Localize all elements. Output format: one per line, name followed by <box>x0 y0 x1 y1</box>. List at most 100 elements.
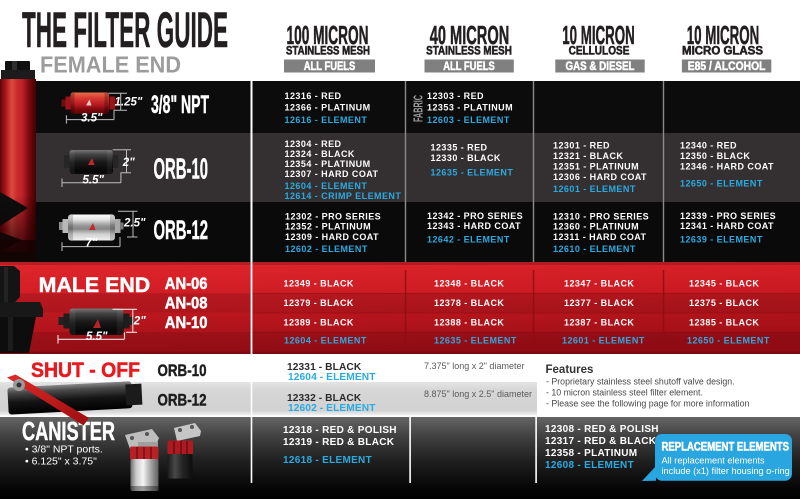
svg-text:FABRIC: FABRIC <box>411 95 426 122</box>
svg-text:3.5": 3.5" <box>81 113 103 125</box>
svg-text:AN-06: AN-06 <box>165 275 208 293</box>
svg-text:12302 - PRO SERIES: 12302 - PRO SERIES <box>285 212 381 222</box>
svg-text:12387 - BLACK: 12387 - BLACK <box>564 318 634 328</box>
svg-text:5.5": 5.5" <box>86 331 108 343</box>
svg-text:12303 - RED: 12303 - RED <box>427 91 484 101</box>
svg-text:AN-10: AN-10 <box>165 314 208 332</box>
svg-text:12332 - BLACK: 12332 - BLACK <box>287 393 362 404</box>
svg-text:12601 - ELEMENT: 12601 - ELEMENT <box>553 184 636 194</box>
svg-text:E85 / ALCOHOL: E85 / ALCOHOL <box>688 59 766 73</box>
svg-text:GAS & DIESEL: GAS & DIESEL <box>566 59 635 73</box>
svg-text:12350 - BLACK: 12350 - BLACK <box>680 151 750 161</box>
svg-text:MALE END: MALE END <box>39 274 151 297</box>
svg-text:Features: Features <box>546 364 594 376</box>
svg-text:12340 - RED: 12340 - RED <box>680 141 737 151</box>
svg-text:12308 - RED & POLISH: 12308 - RED & POLISH <box>545 424 659 435</box>
svg-text:12345 - BLACK: 12345 - BLACK <box>689 279 759 289</box>
svg-text:12352 - PLATINUM: 12352 - PLATINUM <box>285 222 371 232</box>
svg-text:ALL FUELS: ALL FUELS <box>443 59 495 73</box>
svg-text:3/8" NPT: 3/8" NPT <box>151 91 209 119</box>
svg-text:12601 - ELEMENT: 12601 - ELEMENT <box>562 336 645 346</box>
svg-text:12301 - RED: 12301 - RED <box>553 141 610 151</box>
svg-text:5.5": 5.5" <box>83 175 105 187</box>
svg-text:REPLACEMENT ELEMENTS: REPLACEMENT ELEMENTS <box>662 442 790 454</box>
svg-text:include (x1) filter housing o-: include (x1) filter housing o-ring <box>662 466 790 476</box>
svg-text:ORB-12: ORB-12 <box>154 215 209 245</box>
svg-text:12307 - HARD COAT: 12307 - HARD COAT <box>285 169 379 179</box>
svg-text:12358 - PLATINUM: 12358 - PLATINUM <box>545 448 637 459</box>
svg-text:12377 - BLACK: 12377 - BLACK <box>564 298 634 308</box>
svg-text:12604 - ELEMENT: 12604 - ELEMENT <box>284 336 367 346</box>
svg-text:12650 - ELEMENT: 12650 - ELEMENT <box>680 179 763 189</box>
svg-text:12618 - ELEMENT: 12618 - ELEMENT <box>283 455 372 466</box>
svg-text:12335 - RED: 12335 - RED <box>431 143 488 153</box>
svg-text:12353 - PLATINUM: 12353 - PLATINUM <box>427 103 513 113</box>
svg-text:12349 - BLACK: 12349 - BLACK <box>284 279 354 289</box>
svg-text:12346 - HARD COAT: 12346 - HARD COAT <box>680 162 774 172</box>
svg-text:12388 - BLACK: 12388 - BLACK <box>434 318 504 328</box>
svg-text:10 MICRON: 10 MICRON <box>687 20 760 50</box>
svg-text:12614 - CRIMP ELEMENT: 12614 - CRIMP ELEMENT <box>285 191 402 201</box>
svg-text:12602 - ELEMENT: 12602 - ELEMENT <box>285 244 368 254</box>
svg-text:12330 - BLACK: 12330 - BLACK <box>431 153 501 163</box>
svg-text:12316 - RED: 12316 - RED <box>285 91 342 101</box>
svg-text:2.5": 2.5" <box>123 218 146 230</box>
svg-text:12319 - RED & BLACK: 12319 - RED & BLACK <box>283 437 395 448</box>
svg-text:12604 - ELEMENT: 12604 - ELEMENT <box>288 372 376 383</box>
svg-text:• 3/8" NPT ports.: • 3/8" NPT ports. <box>25 444 103 456</box>
svg-text:12354 - PLATINUM: 12354 - PLATINUM <box>285 159 371 169</box>
svg-text:12608 - ELEMENT: 12608 - ELEMENT <box>545 460 634 471</box>
svg-text:12650 - ELEMENT: 12650 - ELEMENT <box>687 336 770 346</box>
svg-text:- Proprietary stainless steel: - Proprietary stainless steel shutoff va… <box>546 376 735 386</box>
svg-text:12348 - BLACK: 12348 - BLACK <box>434 279 504 289</box>
svg-text:• 6.125" x 3.75": • 6.125" x 3.75" <box>25 456 97 468</box>
svg-text:10 MICRON: 10 MICRON <box>562 20 635 50</box>
svg-text:12389 - BLACK: 12389 - BLACK <box>284 318 354 328</box>
svg-text:ORB-10: ORB-10 <box>154 154 209 186</box>
svg-text:12309 - HARD COAT: 12309 - HARD COAT <box>285 232 379 242</box>
svg-text:12639 - ELEMENT: 12639 - ELEMENT <box>680 235 763 245</box>
svg-text:MICRO GLASS: MICRO GLASS <box>682 46 763 58</box>
svg-text:12342 - PRO SERIES: 12342 - PRO SERIES <box>427 211 523 221</box>
svg-text:ORB-10: ORB-10 <box>158 362 207 380</box>
svg-text:12610 - ELEMENT: 12610 - ELEMENT <box>553 244 636 254</box>
svg-text:12317 - RED & BLACK: 12317 - RED & BLACK <box>545 436 657 447</box>
svg-text:ALL FUELS: ALL FUELS <box>304 59 356 73</box>
svg-text:12375 - BLACK: 12375 - BLACK <box>689 298 759 308</box>
svg-text:12310 - PRO SERIES: 12310 - PRO SERIES <box>553 212 649 222</box>
svg-text:40 MICRON: 40 MICRON <box>430 20 510 50</box>
svg-text:12351 - PLATINUM: 12351 - PLATINUM <box>553 161 639 171</box>
svg-text:12603 - ELEMENT: 12603 - ELEMENT <box>427 115 510 125</box>
svg-text:12360 - PLATINUM: 12360 - PLATINUM <box>553 222 639 232</box>
svg-text:7.375" long x 2" diameter: 7.375" long x 2" diameter <box>424 361 524 371</box>
svg-text:12318 - RED & POLISH: 12318 - RED & POLISH <box>283 425 397 436</box>
svg-text:- 10 micron stainless steel fi: - 10 micron stainless steel filter eleme… <box>546 387 703 397</box>
svg-text:THE FILTER GUIDE: THE FILTER GUIDE <box>22 2 228 58</box>
svg-text:All replacement elements: All replacement elements <box>662 456 766 466</box>
svg-text:AN-08: AN-08 <box>165 295 208 313</box>
svg-text:CANISTER: CANISTER <box>22 416 115 446</box>
svg-text:12343 - HARD COAT: 12343 - HARD COAT <box>427 221 521 231</box>
svg-text:STAINLESS MESH: STAINLESS MESH <box>426 46 512 58</box>
svg-text:FEMALE END: FEMALE END <box>40 52 181 78</box>
svg-text:100 MICRON: 100 MICRON <box>287 20 369 50</box>
svg-text:SHUT - OFF: SHUT - OFF <box>31 359 140 382</box>
svg-text:CELLULOSE: CELLULOSE <box>569 46 630 58</box>
svg-text:8.875" long x 2.5" diameter: 8.875" long x 2.5" diameter <box>424 389 532 399</box>
svg-text:12331 - BLACK: 12331 - BLACK <box>287 362 362 373</box>
svg-text:2": 2" <box>133 316 146 328</box>
svg-text:12339 - PRO SERIES: 12339 - PRO SERIES <box>680 211 776 221</box>
svg-text:12324 - BLACK: 12324 - BLACK <box>285 149 355 159</box>
svg-text:12304 - RED: 12304 - RED <box>285 139 342 149</box>
svg-text:12642 - ELEMENT: 12642 - ELEMENT <box>427 235 510 245</box>
svg-text:- Please see the following pag: - Please see the following page for more… <box>546 398 750 408</box>
svg-text:12616 - ELEMENT: 12616 - ELEMENT <box>285 115 368 125</box>
svg-text:12604 - ELEMENT: 12604 - ELEMENT <box>285 181 368 191</box>
svg-text:1.25": 1.25" <box>115 97 143 109</box>
svg-text:12379 - BLACK: 12379 - BLACK <box>284 298 354 308</box>
svg-text:12347 - BLACK: 12347 - BLACK <box>564 279 634 289</box>
svg-text:12635 - ELEMENT: 12635 - ELEMENT <box>434 336 517 346</box>
svg-text:12378 - BLACK: 12378 - BLACK <box>434 298 504 308</box>
svg-text:2": 2" <box>122 157 135 169</box>
svg-text:7": 7" <box>86 238 98 250</box>
